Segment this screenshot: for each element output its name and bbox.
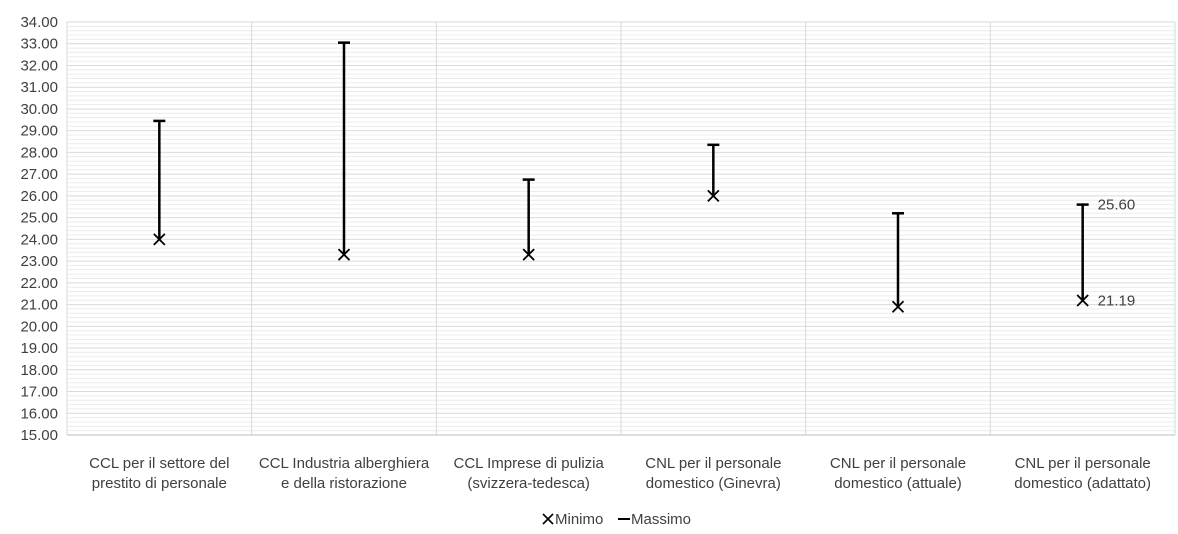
x-category-label-line: CCL Industria alberghiera bbox=[259, 455, 430, 472]
minimo-marker bbox=[891, 300, 905, 313]
y-tick-label: 20.00 bbox=[20, 318, 58, 335]
legend: Minimo Massimo bbox=[542, 511, 691, 528]
x-category-label: CCL Industria alberghiera e della ristora… bbox=[259, 455, 430, 492]
minimo-marker-stroke bbox=[707, 189, 720, 203]
y-tick-label: 28.00 bbox=[20, 144, 58, 161]
y-tick-label: 23.00 bbox=[20, 253, 58, 270]
data-series bbox=[153, 41, 1089, 313]
minimo-marker bbox=[1076, 294, 1089, 307]
legend-item-massimo: Massimo bbox=[618, 511, 691, 528]
x-category-label: CNL per il personale domestico (adattato) bbox=[1014, 455, 1151, 492]
x-category-label-line: e della ristorazione bbox=[281, 475, 407, 492]
minimo-marker-stroke bbox=[522, 248, 535, 261]
y-tick-label: 25.00 bbox=[20, 210, 58, 227]
minimo-marker bbox=[707, 189, 720, 203]
data-label: 25.60 bbox=[1098, 197, 1136, 214]
minimo-marker-stroke bbox=[337, 248, 351, 261]
legend-label-minimo: Minimo bbox=[555, 511, 603, 528]
data-label: 21.19 bbox=[1098, 292, 1136, 309]
legend-item-minimo: Minimo bbox=[542, 511, 603, 528]
minimo-marker bbox=[522, 248, 535, 261]
y-tick-label: 34.00 bbox=[20, 14, 58, 31]
minimo-marker-stroke bbox=[1076, 294, 1089, 307]
x-category-label-line: domestico (attuale) bbox=[834, 475, 962, 492]
x-category-label-line: CNL per il personale bbox=[1015, 455, 1151, 472]
y-tick-label: 27.00 bbox=[20, 166, 58, 183]
y-tick-label: 26.00 bbox=[20, 188, 58, 205]
y-tick-label: 29.00 bbox=[20, 123, 58, 140]
y-tick-label: 18.00 bbox=[20, 362, 58, 379]
y-tick-label: 32.00 bbox=[20, 57, 58, 74]
minimo-marker bbox=[153, 233, 166, 246]
legend-minimo-icon bbox=[542, 513, 554, 525]
x-category-label: CCL Imprese di pulizia (svizzera-tedesca) bbox=[453, 455, 604, 492]
y-tick-label: 21.00 bbox=[20, 297, 58, 314]
minimo-marker-stroke bbox=[153, 233, 166, 246]
y-tick-label: 16.00 bbox=[20, 405, 58, 422]
x-category-label: CNL per il personale domestico (attuale) bbox=[830, 455, 966, 492]
x-category-label-line: CNL per il personale bbox=[645, 455, 781, 472]
x-category-label: CNL per il personale domestico (Ginevra) bbox=[645, 455, 781, 492]
y-tick-label: 31.00 bbox=[20, 79, 58, 96]
y-tick-label: 24.00 bbox=[20, 231, 58, 248]
y-tick-label: 33.00 bbox=[20, 36, 58, 53]
x-category-label-line: prestito di personale bbox=[92, 475, 227, 492]
legend-label-massimo: Massimo bbox=[631, 511, 691, 528]
minimo-marker-stroke bbox=[891, 300, 905, 313]
y-tick-label: 17.00 bbox=[20, 384, 58, 401]
axes: 15.00 16.00 17.00 18.00 19.00 20.00 21.00 22.00… bbox=[20, 14, 1175, 492]
x-category-label-line: CCL Imprese di pulizia bbox=[453, 455, 604, 472]
y-tick-label: 22.00 bbox=[20, 275, 58, 292]
data-labels: 25.60 21.19 bbox=[1098, 197, 1136, 310]
gridlines bbox=[66, 21, 1176, 435]
x-category-label: CCL per il settore del prestito di person… bbox=[89, 455, 229, 492]
y-tick-label: 15.00 bbox=[20, 427, 58, 444]
x-category-label-line: (svizzera-tedesca) bbox=[467, 475, 590, 492]
x-category-label-line: CCL per il settore del bbox=[89, 455, 229, 472]
x-category-label-line: domestico (Ginevra) bbox=[646, 475, 781, 492]
x-category-label-line: CNL per il personale bbox=[830, 455, 966, 472]
y-tick-label: 19.00 bbox=[20, 340, 58, 357]
y-tick-label: 30.00 bbox=[20, 101, 58, 118]
minimo-marker bbox=[337, 248, 351, 261]
x-category-label-line: domestico (adattato) bbox=[1014, 475, 1151, 492]
